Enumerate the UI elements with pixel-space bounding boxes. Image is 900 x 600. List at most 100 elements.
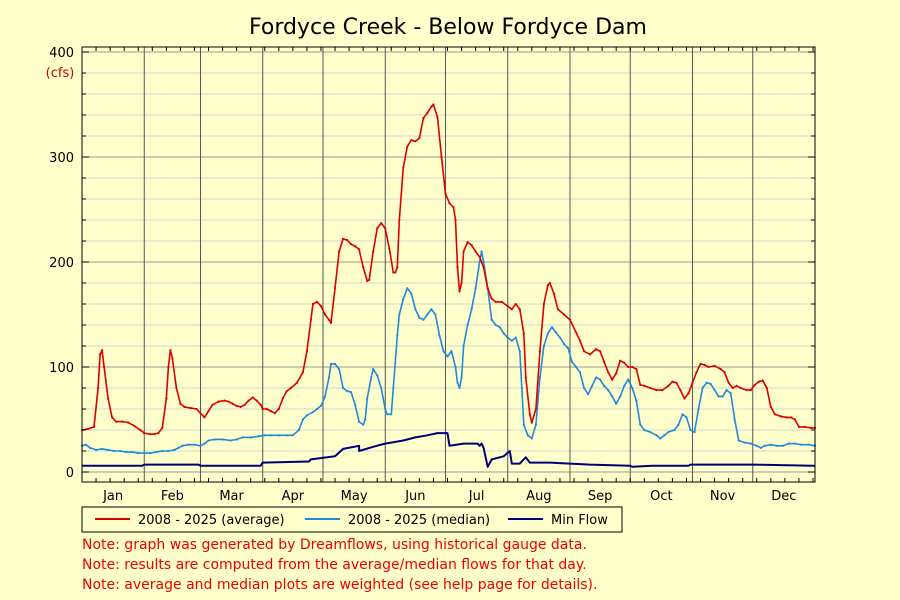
data-point [534,423,537,426]
legend: 2008 - 2025 (average) 2008 - 2025 (median… [81,506,623,533]
data-point [392,271,395,274]
data-point [615,402,618,405]
data-point [727,381,730,384]
data-point [803,425,807,428]
data-point [649,386,652,390]
data-point [542,344,545,348]
x-tick-label: Mar [219,489,244,504]
data-point [388,247,391,250]
data-point [380,386,383,390]
data-point [510,339,513,342]
data-point [490,297,493,300]
data-point [432,103,435,106]
data-point [603,360,606,363]
data-point [603,384,606,387]
data-point [384,407,387,411]
legend-label: Min Flow [551,513,608,528]
data-point [725,389,728,392]
data-point [305,350,309,353]
note-line: Note: average and median plots are weigh… [82,577,598,593]
data-point [380,222,383,225]
data-point [460,376,463,379]
data-point [570,360,574,363]
data-point [165,397,168,400]
data-point [639,383,642,386]
data-point [721,395,724,398]
data-point [161,449,164,453]
data-point [121,420,124,423]
data-point [203,416,206,419]
data-point [599,378,602,381]
data-point [426,313,429,316]
data-point [327,318,331,321]
data-point [506,305,509,308]
data-point [86,427,90,431]
data-point [261,407,264,411]
data-point [143,452,146,455]
data-point [661,389,664,392]
chart-title: Fordyce Creek - Below Fordyce Dam [249,15,647,40]
data-point [418,316,421,319]
data-point [769,405,772,408]
data-point [350,391,353,394]
note-line: Note: results are computed from the aver… [82,557,587,573]
data-point [333,287,337,290]
data-point [102,365,106,369]
data-point [709,382,712,385]
axis-ticks [81,47,815,482]
x-tick-label: Jul [468,489,485,504]
data-point [691,381,694,384]
data-point [474,287,477,290]
data-point [526,434,529,437]
data-point [458,290,461,293]
data-point [534,407,537,411]
data-point [358,420,361,423]
data-point [179,402,182,405]
data-point [448,202,451,205]
data-point [107,448,110,452]
data-point [285,434,288,437]
data-point [98,353,102,356]
x-tick-label: May [341,489,368,504]
data-point [341,386,345,390]
x-tick-label: Jan [102,489,123,504]
data-point [297,428,300,432]
data-point [181,444,184,447]
data-point [474,250,477,253]
data-point [693,431,696,434]
data-point [528,413,531,416]
data-point [480,250,483,253]
data-point [305,414,309,417]
data-point [687,392,690,395]
data-point [522,423,525,426]
data-point [94,448,98,452]
data-point [673,428,676,432]
data-point [195,407,198,411]
data-point [249,436,252,439]
data-point [199,444,202,447]
data-point [607,389,610,392]
data-point [149,433,152,436]
data-point [376,227,379,230]
data-point [643,384,646,387]
data-point [396,266,399,269]
data-point [689,428,692,432]
data-point [785,416,788,419]
data-point [546,284,550,287]
data-point [406,145,409,148]
data-point [183,405,186,408]
data-point [739,386,742,390]
x-tick-label: Feb [161,489,184,504]
data-point [436,116,439,119]
data-point [171,357,174,360]
data-point [627,378,630,381]
data-point [753,383,756,386]
data-point [229,439,232,442]
data-point [235,404,238,407]
data-point [550,326,554,329]
data-point [737,439,740,442]
data-point [410,139,413,142]
data-point [115,420,118,423]
data-point [462,250,465,253]
data-point [490,318,493,321]
